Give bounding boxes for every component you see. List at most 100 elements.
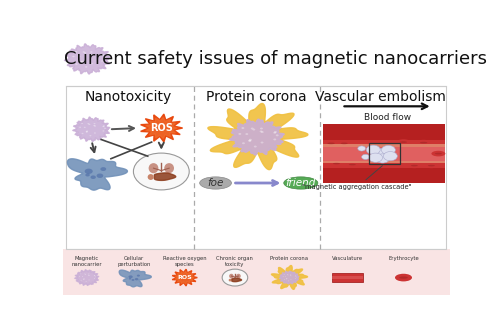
Circle shape [88,124,90,125]
Circle shape [82,51,85,53]
Ellipse shape [340,142,347,144]
Circle shape [129,278,131,280]
Circle shape [246,133,248,135]
Ellipse shape [346,162,360,167]
Ellipse shape [395,274,412,282]
Circle shape [104,127,106,129]
Text: Chronic organ
toxicity: Chronic organ toxicity [216,256,254,267]
Bar [323,124,446,183]
Polygon shape [64,44,110,74]
Circle shape [90,175,96,179]
Circle shape [368,153,382,162]
Text: Protein corona: Protein corona [270,256,308,261]
Circle shape [101,55,103,56]
Bar [62,40,450,86]
Circle shape [81,123,83,124]
Polygon shape [176,271,194,284]
Text: Vasculature: Vasculature [332,256,363,261]
Ellipse shape [400,141,407,143]
Bar [368,143,400,164]
Circle shape [249,139,252,141]
Ellipse shape [337,140,351,146]
Circle shape [295,276,296,277]
Circle shape [276,134,278,136]
Bar [323,144,446,146]
Circle shape [82,276,83,277]
Polygon shape [140,114,182,142]
Circle shape [252,128,256,130]
Circle shape [132,279,134,281]
Circle shape [94,123,96,124]
Ellipse shape [416,140,431,145]
Circle shape [358,146,366,151]
Bar [332,276,363,279]
Ellipse shape [200,177,232,189]
Circle shape [101,60,103,62]
Bar [66,86,446,249]
Circle shape [85,66,87,68]
Circle shape [362,154,370,159]
Ellipse shape [324,140,338,146]
Circle shape [86,131,88,132]
Polygon shape [146,118,178,138]
Ellipse shape [236,274,241,279]
Ellipse shape [284,177,318,189]
Circle shape [94,125,95,126]
Ellipse shape [432,151,446,156]
Circle shape [90,63,93,64]
Circle shape [88,275,90,276]
Circle shape [81,60,84,62]
Circle shape [260,141,264,143]
Circle shape [248,140,252,142]
Polygon shape [75,270,98,286]
Circle shape [238,133,242,135]
Text: Cellular
perturbation: Cellular perturbation [118,256,151,267]
Circle shape [290,275,291,276]
Circle shape [90,135,92,136]
Circle shape [274,138,276,140]
Polygon shape [68,159,128,190]
Circle shape [80,273,82,274]
Ellipse shape [399,277,408,279]
Ellipse shape [349,164,356,165]
Polygon shape [73,117,110,141]
Circle shape [79,126,81,128]
Circle shape [84,169,92,174]
Text: Current safety issues of magnetic nanocarriers: Current safety issues of magnetic nanoca… [64,50,487,68]
Text: ROS: ROS [177,275,192,280]
Circle shape [94,132,96,134]
Circle shape [366,145,380,154]
Ellipse shape [420,142,428,143]
Circle shape [261,131,264,133]
Circle shape [86,281,87,282]
Ellipse shape [424,163,438,168]
Polygon shape [119,270,152,287]
Circle shape [134,153,189,190]
Text: "magnetic aggregation cascade": "magnetic aggregation cascade" [302,166,412,190]
Text: Blood flow: Blood flow [364,113,411,122]
Circle shape [82,133,84,134]
Circle shape [96,174,103,178]
Circle shape [376,154,390,163]
Circle shape [86,174,90,177]
Circle shape [80,280,82,281]
Circle shape [91,54,93,56]
Circle shape [295,278,296,279]
Circle shape [284,274,285,275]
Polygon shape [280,271,298,284]
Ellipse shape [228,279,232,282]
Text: Reactive oxygen
species: Reactive oxygen species [163,256,206,267]
Circle shape [83,279,84,280]
Circle shape [94,125,96,127]
Circle shape [382,145,396,155]
Circle shape [282,276,284,277]
Circle shape [72,56,74,57]
Circle shape [78,56,80,57]
Circle shape [285,276,286,277]
Text: foe: foe [208,178,224,188]
Text: ROS: ROS [150,123,173,133]
Text: Magnetic
nanocarrier: Magnetic nanocarrier [72,256,102,267]
Text: Vascular embolism: Vascular embolism [315,90,446,104]
Circle shape [260,130,262,132]
Circle shape [103,125,105,126]
